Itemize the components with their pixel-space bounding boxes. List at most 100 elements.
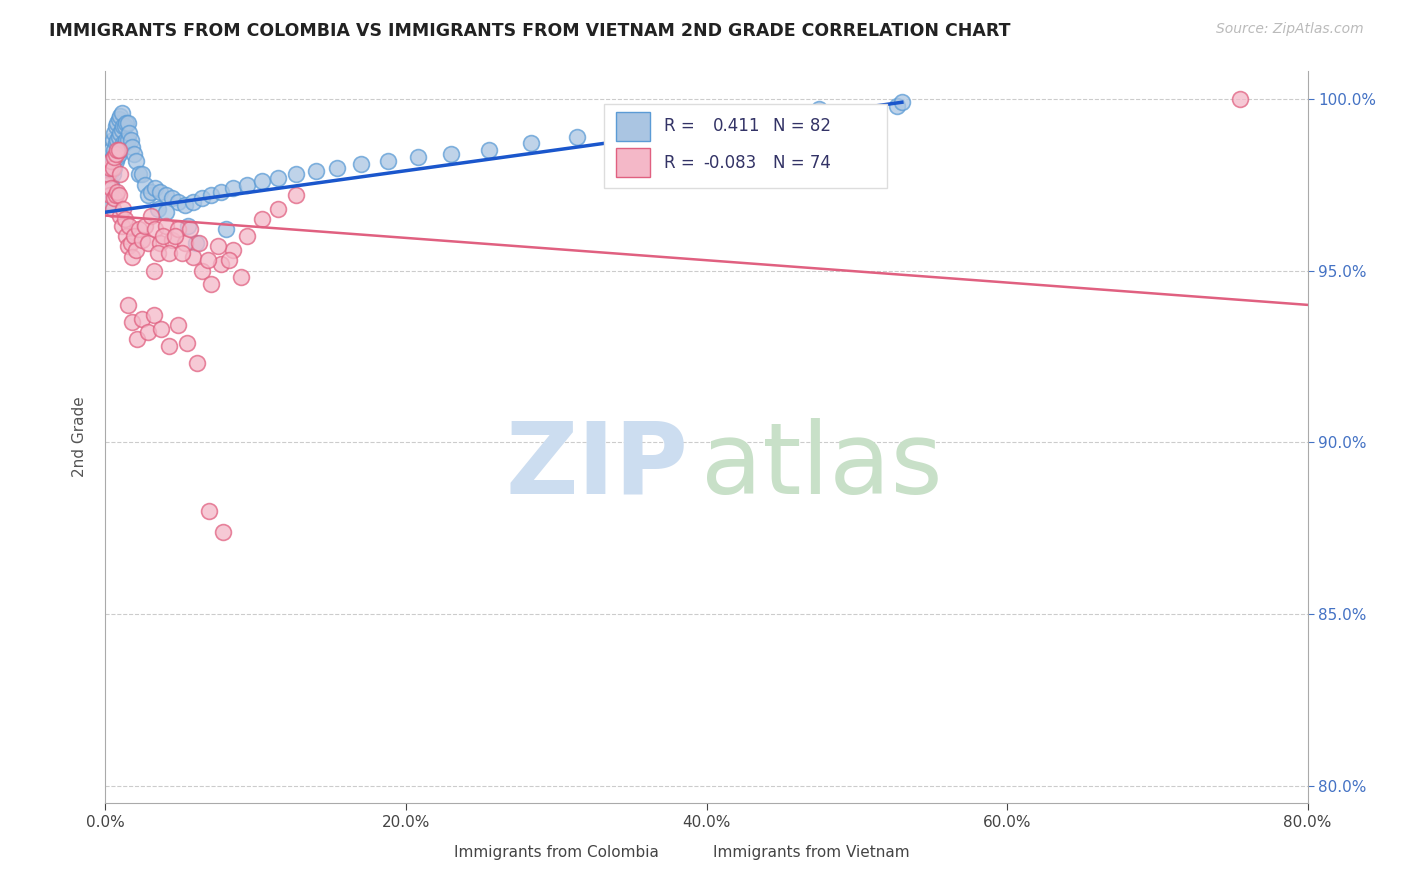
Point bbox=[112, 120, 135, 134]
Point bbox=[142, 263, 165, 277]
Point bbox=[150, 322, 173, 336]
Point bbox=[100, 153, 122, 168]
Point bbox=[110, 167, 132, 181]
Point bbox=[134, 178, 156, 192]
Point bbox=[118, 126, 141, 140]
Point bbox=[177, 219, 200, 233]
Point bbox=[160, 233, 183, 247]
Point bbox=[190, 263, 212, 277]
Point bbox=[114, 136, 136, 151]
Text: R =: R = bbox=[665, 117, 700, 136]
Point bbox=[124, 153, 146, 168]
Point bbox=[174, 198, 197, 212]
Point bbox=[136, 188, 159, 202]
Point bbox=[107, 116, 129, 130]
Text: -0.083: -0.083 bbox=[703, 153, 756, 172]
FancyBboxPatch shape bbox=[616, 148, 650, 178]
Point bbox=[101, 161, 124, 175]
Point bbox=[886, 98, 908, 112]
Point bbox=[136, 235, 159, 250]
Point bbox=[146, 202, 169, 216]
Point bbox=[125, 332, 148, 346]
Point bbox=[166, 318, 188, 333]
Text: atlas: atlas bbox=[700, 417, 942, 515]
Point bbox=[675, 116, 697, 130]
Point bbox=[110, 126, 132, 140]
Point bbox=[108, 144, 131, 158]
Point bbox=[122, 229, 145, 244]
Point bbox=[218, 253, 240, 268]
Point bbox=[115, 133, 138, 147]
Point bbox=[97, 161, 120, 175]
Point bbox=[104, 153, 127, 168]
Point bbox=[285, 188, 308, 202]
Point bbox=[131, 233, 153, 247]
Point bbox=[198, 504, 221, 518]
Point bbox=[97, 188, 120, 202]
Text: Source: ZipAtlas.com: Source: ZipAtlas.com bbox=[1216, 22, 1364, 37]
FancyBboxPatch shape bbox=[616, 112, 650, 141]
Y-axis label: 2nd Grade: 2nd Grade bbox=[72, 397, 87, 477]
Point bbox=[100, 181, 122, 195]
Point bbox=[139, 185, 162, 199]
Point bbox=[117, 239, 139, 253]
Point bbox=[207, 239, 229, 253]
Point bbox=[148, 235, 170, 250]
Point bbox=[250, 174, 273, 188]
Point bbox=[131, 167, 153, 181]
Point bbox=[134, 219, 156, 233]
Point bbox=[152, 229, 174, 244]
Text: N = 82: N = 82 bbox=[773, 117, 831, 136]
Point bbox=[108, 112, 131, 127]
Point bbox=[98, 161, 121, 175]
Point bbox=[186, 356, 208, 370]
Point bbox=[100, 178, 122, 192]
Point bbox=[118, 219, 141, 233]
Point bbox=[101, 202, 124, 216]
Point bbox=[120, 235, 142, 250]
Point bbox=[890, 95, 912, 110]
Point bbox=[98, 188, 121, 202]
Text: IMMIGRANTS FROM COLOMBIA VS IMMIGRANTS FROM VIETNAM 2ND GRADE CORRELATION CHART: IMMIGRANTS FROM COLOMBIA VS IMMIGRANTS F… bbox=[49, 22, 1011, 40]
Point bbox=[131, 311, 153, 326]
Point bbox=[136, 326, 159, 340]
Point bbox=[121, 250, 143, 264]
Point bbox=[285, 167, 308, 181]
Point bbox=[617, 122, 640, 136]
Point bbox=[110, 109, 132, 123]
Text: 0.411: 0.411 bbox=[713, 117, 761, 136]
Point bbox=[107, 133, 129, 147]
Point bbox=[111, 105, 134, 120]
Point bbox=[104, 146, 127, 161]
Point bbox=[143, 181, 166, 195]
Point bbox=[114, 212, 136, 227]
Point bbox=[139, 209, 162, 223]
Point bbox=[211, 524, 233, 539]
Point bbox=[103, 191, 125, 205]
Point bbox=[235, 178, 257, 192]
Point bbox=[100, 144, 122, 158]
Point bbox=[406, 150, 429, 164]
Point bbox=[163, 229, 186, 244]
Point bbox=[567, 129, 589, 144]
Point bbox=[96, 178, 118, 192]
Point bbox=[103, 161, 125, 175]
FancyBboxPatch shape bbox=[676, 841, 703, 863]
Point bbox=[146, 246, 169, 260]
Point bbox=[112, 136, 135, 151]
Text: Immigrants from Colombia: Immigrants from Colombia bbox=[454, 845, 659, 860]
Point bbox=[166, 222, 188, 236]
Point bbox=[108, 129, 131, 144]
Text: R =: R = bbox=[665, 153, 700, 172]
Point bbox=[108, 188, 131, 202]
Point bbox=[120, 133, 142, 147]
Point bbox=[267, 202, 290, 216]
Point bbox=[377, 153, 399, 168]
Point bbox=[117, 133, 139, 147]
Point bbox=[440, 146, 463, 161]
Point bbox=[104, 136, 127, 151]
Point bbox=[101, 167, 124, 181]
Point bbox=[111, 122, 134, 136]
Point bbox=[197, 253, 219, 268]
Point bbox=[200, 277, 222, 292]
